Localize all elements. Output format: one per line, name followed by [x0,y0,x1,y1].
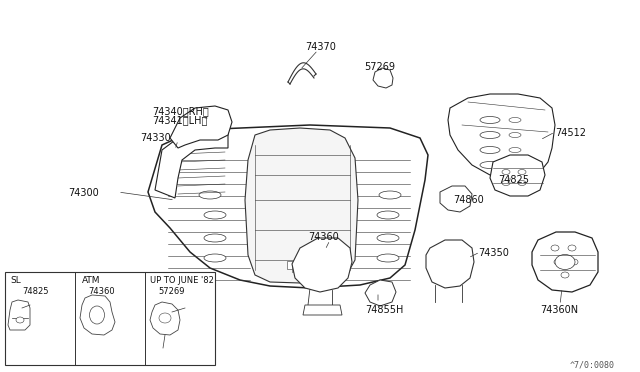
Ellipse shape [554,259,562,265]
Polygon shape [148,125,428,288]
Text: SL: SL [10,276,20,285]
Ellipse shape [204,254,226,262]
Text: 74512: 74512 [555,128,586,138]
Text: UP TO JUNE '82: UP TO JUNE '82 [150,276,214,285]
Ellipse shape [446,262,454,266]
Ellipse shape [551,245,559,251]
Ellipse shape [509,148,521,153]
Text: 74825: 74825 [22,287,49,296]
Polygon shape [440,186,472,212]
Text: 74300: 74300 [68,188,99,198]
Ellipse shape [518,180,526,186]
Polygon shape [170,106,232,148]
Bar [287,261,293,269]
Text: 74860: 74860 [453,195,484,205]
Ellipse shape [221,115,228,121]
Ellipse shape [502,170,510,174]
Ellipse shape [568,245,576,251]
Polygon shape [490,155,545,196]
Bar [297,266,303,274]
Text: 74855H: 74855H [365,305,403,315]
Ellipse shape [199,191,221,199]
Text: 74360N: 74360N [540,305,578,315]
Ellipse shape [218,125,225,131]
Polygon shape [303,305,342,315]
Polygon shape [155,130,228,198]
Ellipse shape [204,234,226,242]
Ellipse shape [377,234,399,242]
Ellipse shape [450,196,462,204]
Ellipse shape [502,180,510,186]
Ellipse shape [202,115,209,121]
Ellipse shape [509,163,521,167]
Text: 74350: 74350 [478,248,509,258]
Polygon shape [532,232,598,292]
Polygon shape [373,68,393,88]
Text: 74370: 74370 [305,42,336,52]
Polygon shape [80,295,115,335]
Text: 74360: 74360 [88,287,115,296]
Polygon shape [150,302,180,335]
Text: 57269: 57269 [364,62,395,72]
Text: 74340〈RH〉: 74340〈RH〉 [152,106,209,116]
Ellipse shape [509,132,521,138]
Polygon shape [292,238,352,292]
Polygon shape [365,280,396,306]
Ellipse shape [480,147,500,154]
Ellipse shape [480,131,500,138]
Ellipse shape [380,75,388,81]
Ellipse shape [207,128,214,132]
Polygon shape [8,300,30,330]
Text: 74825: 74825 [498,175,529,185]
Ellipse shape [377,254,399,262]
Ellipse shape [211,113,218,119]
Bar [302,266,308,274]
Ellipse shape [518,170,526,174]
Ellipse shape [204,211,226,219]
Text: 74360: 74360 [308,232,339,242]
Text: 74341〈LH〉: 74341〈LH〉 [152,115,207,125]
Text: ^7/0:0080: ^7/0:0080 [570,360,615,369]
Ellipse shape [377,211,399,219]
Bar [292,264,298,272]
Polygon shape [245,128,358,283]
Ellipse shape [555,254,575,269]
Text: 74330: 74330 [140,133,171,143]
Ellipse shape [570,259,578,265]
Polygon shape [426,240,474,288]
Ellipse shape [480,161,500,169]
Ellipse shape [16,317,24,323]
Ellipse shape [379,191,401,199]
Ellipse shape [374,289,386,297]
Bar [307,264,313,272]
Text: ATM: ATM [82,276,100,285]
Text: 57269: 57269 [158,287,184,296]
Ellipse shape [509,118,521,122]
Polygon shape [448,94,555,178]
Bar [5,272,215,365]
Ellipse shape [480,116,500,124]
Ellipse shape [440,257,460,271]
Ellipse shape [561,272,569,278]
